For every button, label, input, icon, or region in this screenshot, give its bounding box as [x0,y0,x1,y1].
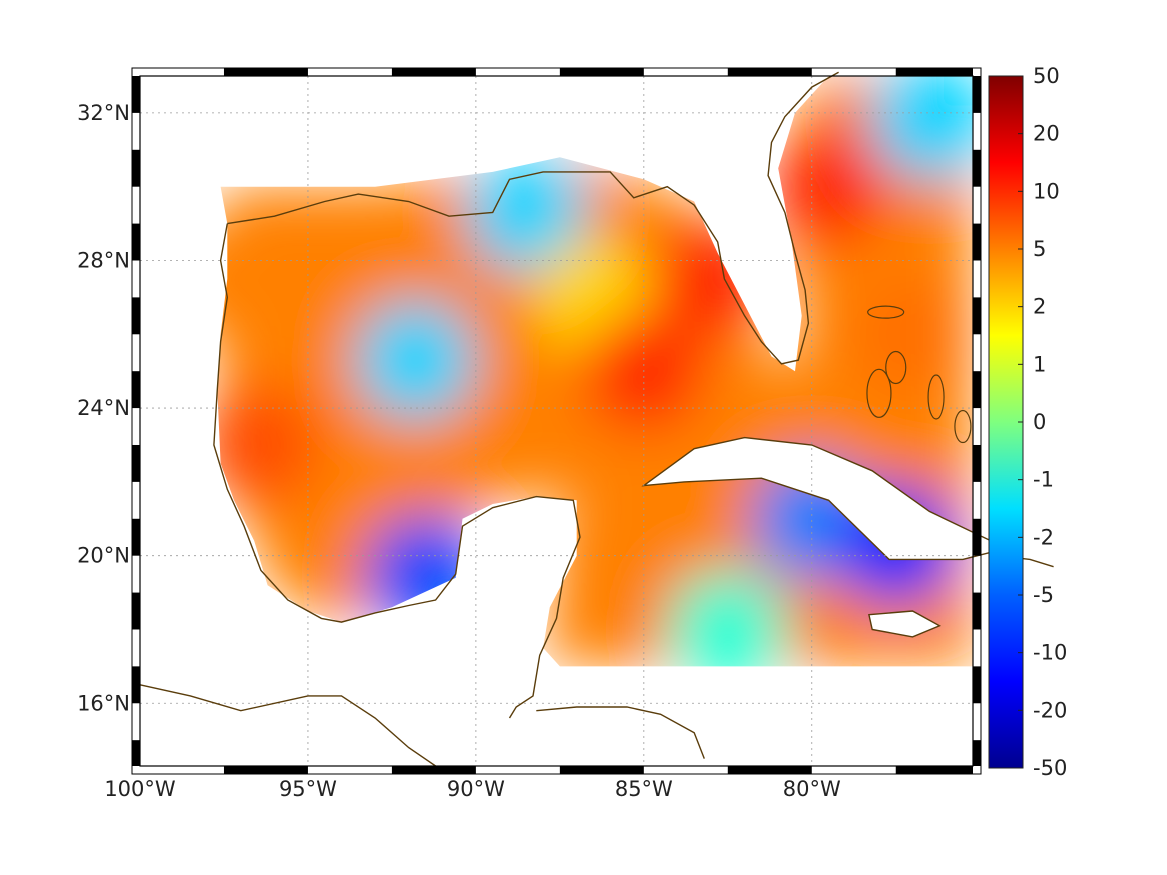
colorbar-tick-label: 20 [1033,122,1060,146]
field-sample [466,152,587,273]
coastline-segment [227,71,839,365]
colorbar-tick-label: 2 [1033,295,1046,319]
frame-segment [973,666,981,704]
latitude-label: 32°N [77,101,130,125]
frame-segment [132,740,140,766]
frame-segment [559,766,644,774]
frame-segment [132,666,140,704]
longitude-label: 80°W [783,777,841,801]
longitude-label: 95°W [279,777,337,801]
colorbar-tick-label: 10 [1033,179,1060,203]
colorbar-tick-label: -10 [1033,641,1067,665]
coastline-segment [139,684,436,767]
frame-segment [132,518,140,556]
colorbar-tick-label: 1 [1033,352,1046,376]
frame-segment [973,592,981,630]
frame-segment [895,766,973,774]
frame-segment [132,444,140,482]
frame-segment [727,766,812,774]
land-mask [641,305,1009,638]
colorbar-tick-label: 0 [1033,410,1046,434]
longitude-label: 100°W [104,777,176,801]
colorbar-tick-label: -50 [1033,756,1067,780]
field-sample [667,569,788,690]
field-sample [355,300,476,421]
field-sample [768,126,889,247]
field-sample [852,274,973,395]
frame-segment [973,371,981,409]
frame-segment [391,766,476,774]
field-sample [197,384,318,505]
latitude-labels: 32°N 28°N 24°N 20°N 16°N [77,101,130,715]
frame-segment [973,518,981,556]
frame-segment [895,68,973,76]
colorbar-tick-label: -20 [1033,698,1067,722]
field-sample [869,76,973,181]
bahamas-island [867,305,905,319]
map-frame [131,67,982,775]
longitude-labels: 100°W 95°W 90°W 85°W 80°W [104,777,841,801]
frame-outer [131,67,982,775]
frame-segment [132,149,140,187]
frame-segment [973,444,981,482]
frame-segment [727,68,812,76]
frame-segment [973,149,981,187]
colorbar-tick-label: -5 [1033,583,1054,607]
jamaica-island [868,610,942,638]
colorbar-tick-label: 50 [1033,64,1060,88]
colorbar-tick-label: 5 [1033,237,1046,261]
frame-segment [559,68,644,76]
colorbar-tick-label: -2 [1033,525,1054,549]
frame-segment [391,68,476,76]
frame-segment [223,766,308,774]
latitude-label: 16°N [77,691,130,715]
coastline-segment [536,706,705,759]
latitude-label: 24°N [77,396,130,420]
frame-segment [973,740,981,766]
coastline [139,71,1054,767]
longitude-label: 90°W [447,777,505,801]
bahamas-island [885,350,907,385]
colorbar-tick-label: -1 [1033,468,1054,492]
frame-segment [132,223,140,261]
frame-segment [973,76,981,113]
frame-segment [132,76,140,113]
longitude-label: 85°W [615,777,673,801]
frame-segment [973,297,981,335]
coastline-segment [213,223,581,719]
frame-segment [223,68,308,76]
frame-inner [139,75,974,767]
frame-segment [132,297,140,335]
frame-segment [973,223,981,261]
bahamas-island [927,374,945,420]
latitude-label: 28°N [77,248,130,272]
bahamas-island [954,409,972,444]
frame-segment [132,592,140,630]
latitude-label: 20°N [77,544,130,568]
bahamas-island [866,368,892,418]
field-sample [550,495,671,616]
frame-segment [132,371,140,409]
colorbar-gradient [988,75,1024,769]
